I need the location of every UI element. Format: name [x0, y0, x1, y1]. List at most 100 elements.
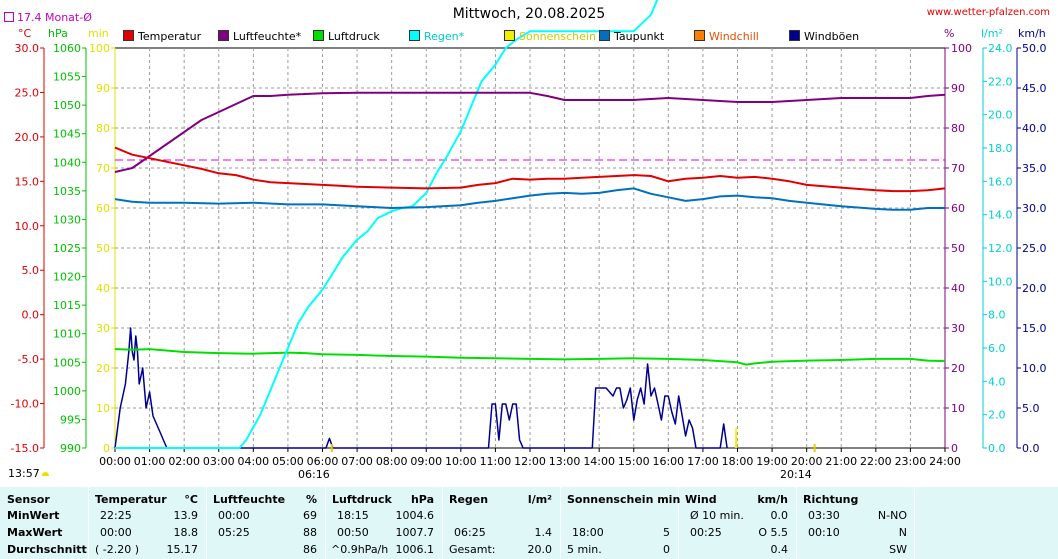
rain-axis-tick-label: 20.0 [988, 109, 1013, 122]
pressure-axis-tick-label: 1025 [53, 242, 81, 255]
wind-axis-tick-label: 40.0 [1022, 122, 1047, 135]
rain-axis-tick-label: 8.0 [988, 309, 1006, 322]
header-richtung: Richtung [803, 493, 859, 506]
max-dir-time: 00:10 [808, 526, 840, 539]
chart-title: Mittwoch, 20.08.2025 [452, 6, 606, 22]
rain-total: 20.0 [527, 543, 553, 556]
legend-item-luftdruck: Luftdruck [313, 30, 380, 43]
x-tick-label: 05:00 [272, 455, 304, 468]
x-tick-label: 18:00 [722, 455, 754, 468]
sunset-time: 20:14 [780, 468, 812, 481]
avg-hum: 86 [303, 543, 317, 556]
current-time: 13:57 [8, 467, 49, 480]
unit-humidity: % [944, 27, 955, 40]
rain-axis-tick-label: 18.0 [988, 142, 1013, 155]
stats-table: Sensor Temperatur °C Luftfeuchte % Luftd… [0, 487, 1058, 559]
x-tick-label: 00:00 [99, 455, 131, 468]
pressure-axis-tick-label: 1055 [53, 71, 81, 84]
site-url[interactable]: www.wetter-pfalzen.com [926, 7, 1050, 18]
legend-item-taupunkt: Taupunkt [599, 30, 664, 43]
legend-item-windboeen: Windböen [789, 30, 859, 43]
sunshine-axis-tick-label: 40 [96, 282, 110, 295]
temp-axis-tick-label: 15.0 [15, 175, 40, 188]
header-regen-unit: l/m² [527, 493, 552, 506]
rain-axis-tick-label: 10.0 [988, 275, 1013, 288]
wind-axis-tick-label: 30.0 [1022, 202, 1047, 215]
avg-press: 1006.1 [395, 543, 435, 556]
legend-swatch [123, 30, 134, 41]
header-regen: Regen [449, 493, 489, 506]
min-dir-time: 03:30 [808, 509, 840, 522]
max-sun-time: 18:00 [572, 526, 604, 539]
legend-swatch [789, 30, 800, 41]
humidity-axis-tick-label: 30 [951, 322, 965, 335]
rain-axis-tick-label: 2.0 [988, 409, 1006, 422]
sunshine-axis-tick-label: 60 [96, 202, 110, 215]
x-tick-label: 01:00 [134, 455, 166, 468]
sunshine-axis-tick-label: 80 [96, 122, 110, 135]
x-tick-label: 10:00 [445, 455, 477, 468]
legend-swatch [313, 30, 324, 41]
sunshine-axis-tick-label: 20 [96, 362, 110, 375]
legend-swatch [409, 30, 420, 41]
max-press: 1007.7 [395, 526, 435, 539]
series-luftfeuchte-line [114, 91, 946, 173]
wind-axis-tick-label: 25.0 [1022, 242, 1047, 255]
header-sonnenschein: Sonnenschein min [567, 493, 681, 506]
x-tick-label: 12:00 [514, 455, 546, 468]
series-taupunkt-line [114, 187, 945, 211]
sunshine-axis-tick-label: 50 [96, 242, 110, 255]
min-dir: N-NO [877, 509, 907, 522]
humidity-axis-tick-label: 10 [951, 402, 965, 415]
header-luftfeuchte: Luftfeuchte [213, 493, 286, 506]
x-tick-label: 16:00 [652, 455, 684, 468]
x-tick-label: 06:00 [307, 455, 339, 468]
max-sun: 5 [663, 526, 670, 539]
wind-axis-tick-label: 5.0 [1022, 402, 1040, 415]
x-tick-label: 23:00 [895, 455, 927, 468]
x-tick-label: 13:00 [549, 455, 581, 468]
legend-swatch [694, 30, 705, 41]
monthly-average-label: 17.4 Monat-Ø [4, 11, 92, 24]
min-wind-label: Ø 10 min. [690, 509, 744, 522]
legend-swatch [599, 30, 610, 41]
humidity-axis-tick-label: 60 [951, 202, 965, 215]
pressure-axis-tick-label: 1040 [53, 156, 81, 169]
min-press: 1004.6 [395, 509, 435, 522]
x-tick-label: 09:00 [410, 455, 442, 468]
legend-swatch [218, 30, 229, 41]
unit-temp: °C [18, 27, 32, 40]
series-windböen-line [114, 327, 728, 449]
x-tick-label: 07:00 [341, 455, 373, 468]
rain-axis-tick-label: 4.0 [988, 375, 1006, 388]
pressure-axis-tick-label: 1020 [53, 271, 81, 284]
pressure-axis-tick-label: 1035 [53, 185, 81, 198]
unit-wind: km/h [1018, 27, 1046, 40]
legend-item-windchill: Windchill [694, 30, 759, 43]
max-hum: 88 [303, 526, 317, 539]
series-luftdruck-line [114, 348, 946, 366]
legend-swatch [504, 30, 515, 41]
humidity-axis-tick-label: 100 [951, 42, 972, 55]
x-tick-label: 17:00 [687, 455, 719, 468]
sun-icon [41, 472, 49, 476]
unit-pressure: hPa [48, 27, 68, 40]
temp-axis-tick-label: 10.0 [15, 220, 40, 233]
min-hum-time: 00:00 [218, 509, 250, 522]
humidity-axis-tick-label: 70 [951, 162, 965, 175]
min-temp-time: 22:25 [100, 509, 132, 522]
sunshine-axis-tick-label: 10 [96, 402, 110, 415]
wind-axis-tick-label: 0.0 [1022, 442, 1040, 455]
avg-temp-trend: ( -2.20 ) [95, 543, 140, 556]
sunshine-axis-tick-label: 70 [96, 162, 110, 175]
legend-item-sonnenschein: Sonnenschein [504, 30, 596, 43]
min-temp: 13.9 [173, 509, 199, 522]
legend-item-luftfeuchte: Luftfeuchte* [218, 30, 301, 43]
rain-axis-tick-label: 0.0 [988, 442, 1006, 455]
temp-axis-tick-label: -10.0 [11, 398, 39, 411]
sunrise-time: 06:16 [298, 468, 330, 481]
max-rain: 1.4 [534, 526, 553, 539]
series-sonnenschein-line [735, 427, 738, 449]
legend-item-regen: Regen* [409, 30, 464, 43]
temp-axis-tick-label: 25.0 [15, 86, 40, 99]
